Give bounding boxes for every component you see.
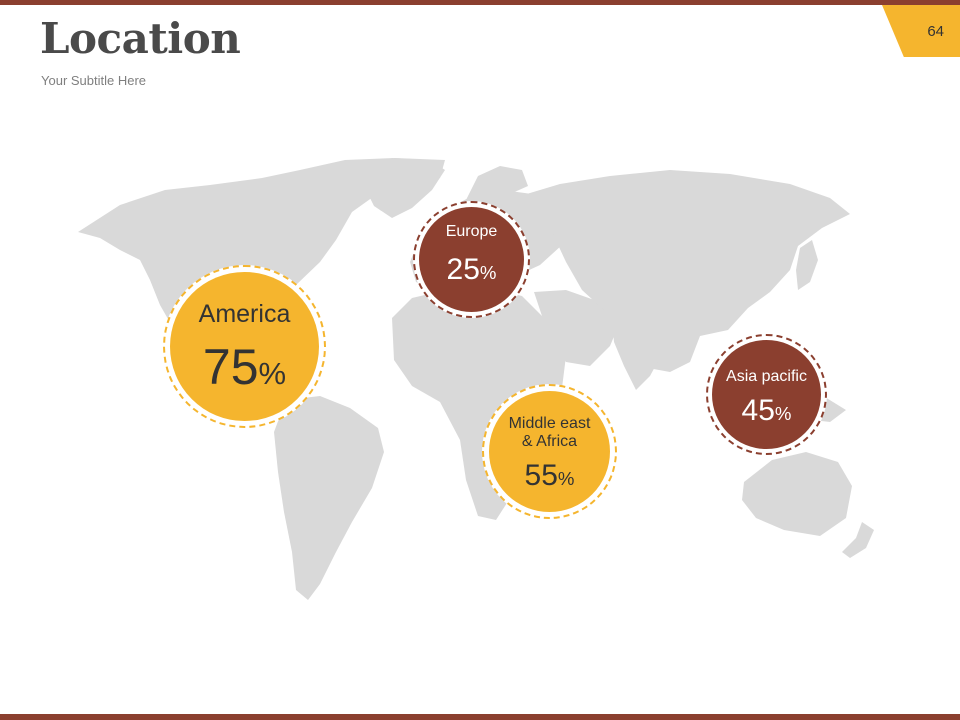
america-unit: % bbox=[258, 356, 287, 391]
scandinavia-landmass bbox=[466, 166, 528, 200]
middle-east-landmass bbox=[534, 290, 620, 366]
asia-pacific-bubble[interactable]: Asia pacific 45% bbox=[712, 340, 821, 449]
page-number: 64 bbox=[927, 23, 944, 40]
middle-east-africa-value: 55 bbox=[524, 459, 558, 492]
europe-value-wrap: 25% bbox=[419, 255, 524, 285]
middle-east-africa-unit: % bbox=[557, 468, 575, 489]
europe-value: 25 bbox=[446, 253, 480, 286]
europe-label: Europe bbox=[445, 223, 498, 240]
asia-pacific-value-wrap: 45% bbox=[712, 396, 821, 426]
greenland-landmass bbox=[360, 158, 445, 218]
bottom-accent-bar bbox=[0, 714, 960, 720]
middle-east-africa-value-wrap: 55% bbox=[489, 461, 610, 491]
asia-pacific-unit: % bbox=[774, 403, 792, 424]
middle-east-africa-label: Middle east & Africa bbox=[508, 415, 591, 451]
america-value: 75 bbox=[202, 339, 259, 395]
australia-landmass bbox=[742, 452, 852, 536]
europe-bubble[interactable]: Europe 25% bbox=[419, 207, 524, 312]
south-america-landmass bbox=[274, 396, 384, 600]
asia-pacific-label: Asia pacific bbox=[726, 368, 807, 385]
india-landmass bbox=[612, 312, 664, 390]
middle-east-africa-bubble[interactable]: Middle east & Africa 55% bbox=[489, 391, 610, 512]
asia-landmass bbox=[520, 170, 850, 372]
page-title: Location bbox=[40, 14, 241, 63]
america-label: America bbox=[198, 300, 291, 328]
new-zealand-landmass bbox=[842, 522, 874, 558]
america-bubble[interactable]: America 75% bbox=[170, 272, 319, 421]
page-subtitle: Your Subtitle Here bbox=[41, 73, 147, 88]
europe-unit: % bbox=[479, 262, 497, 283]
america-value-wrap: 75% bbox=[170, 342, 319, 392]
asia-pacific-value: 45 bbox=[741, 394, 775, 427]
top-accent-bar bbox=[0, 0, 960, 5]
japan-landmass bbox=[796, 240, 818, 290]
